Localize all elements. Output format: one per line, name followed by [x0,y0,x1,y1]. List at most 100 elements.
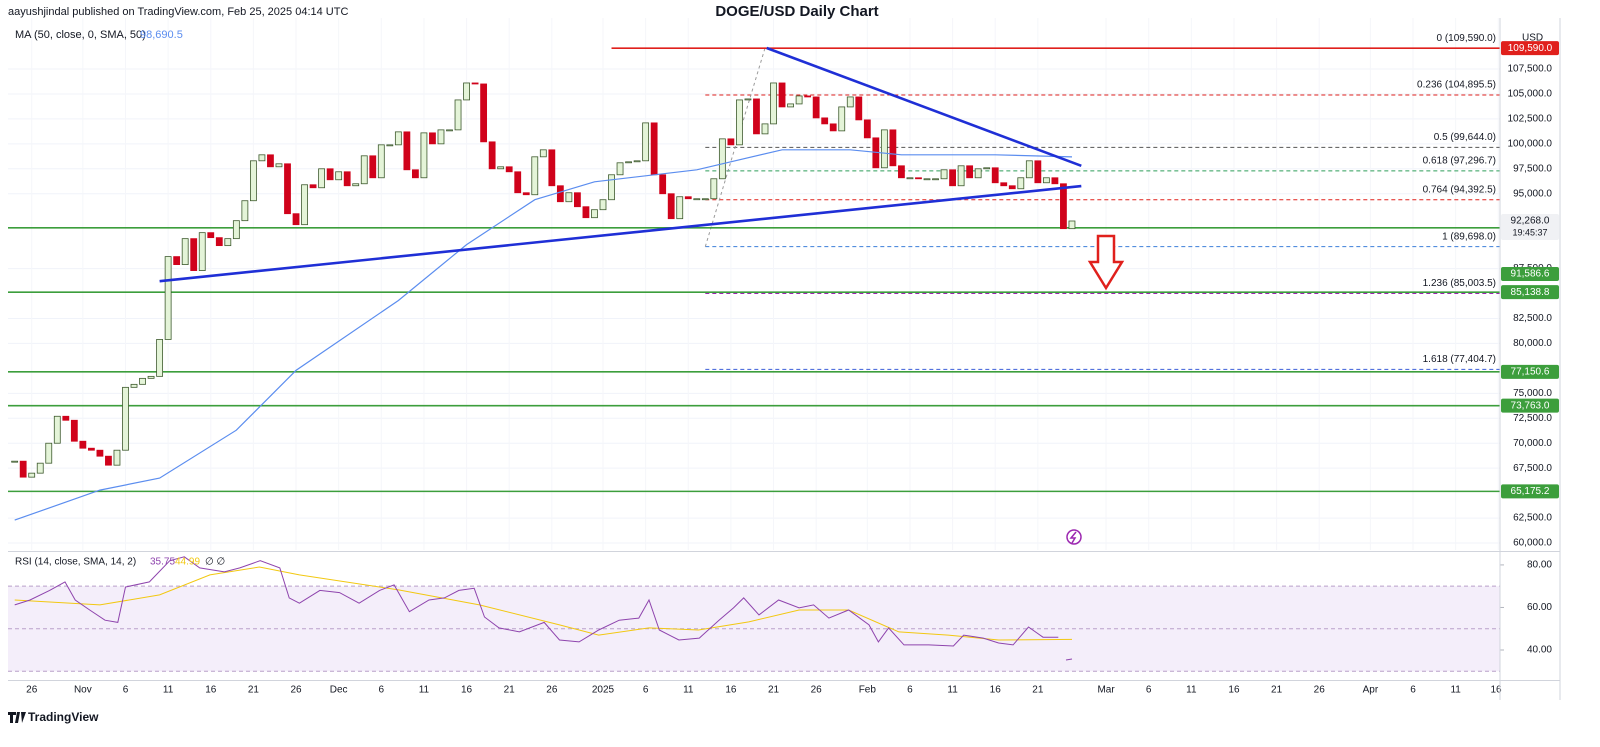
candle [284,163,291,215]
candle [923,178,931,181]
candle [650,122,658,176]
candle [829,123,837,132]
candle [309,184,317,189]
x-tick-label: 16 [725,685,737,696]
candle [693,198,701,201]
candle [676,196,684,220]
level-label-box [1501,364,1559,379]
candle [701,198,709,201]
candle [633,160,641,163]
candle [667,193,675,220]
y-tick-label: 107,500.0 [1508,64,1553,75]
candle [684,196,692,200]
y-tick-label: 67,500.0 [1513,463,1552,474]
candle [505,166,513,173]
x-tick-label: 21 [248,685,260,696]
fib-label: 0.5 (99,644.0) [1434,132,1496,143]
candle [514,171,522,194]
candle [838,106,846,132]
last-price-box [1501,214,1559,241]
x-tick-label: Apr [1363,685,1379,696]
candle [531,156,539,196]
candle [249,160,257,202]
last-price: 92,268.0 [1511,216,1550,227]
candle [147,375,155,379]
candle [463,82,470,101]
x-tick-label: 21 [1032,685,1044,696]
candle [369,155,377,179]
candle [292,213,300,226]
moving-average [14,149,1073,521]
y-tick-label: 95,000.0 [1513,188,1552,199]
x-tick-label: Feb [859,685,877,696]
candle [1060,183,1067,230]
down-arrow [1087,234,1125,291]
x-tick-label: 6 [907,685,913,696]
event-icon-bolt [1069,531,1077,544]
candle [318,168,326,189]
fib-label: 1.618 (77,404.7) [1423,354,1496,365]
x-tick-label: 16 [205,685,217,696]
candle [761,123,769,135]
level-label-box [1501,267,1559,282]
candle [932,178,939,181]
x-tick-label: 2025 [592,685,615,696]
candle [224,238,232,247]
x-tick-label: 11 [683,685,694,696]
candle [326,168,334,181]
candle [744,98,752,101]
candle [1042,177,1050,184]
ma-legend: MA (50, close, 0, SMA, 50) [15,29,146,41]
candle [403,131,411,171]
candle [113,449,121,466]
candle [437,129,445,145]
x-tick-label: 16 [1228,685,1240,696]
candle [11,460,19,463]
event-icon [1066,529,1082,545]
y-tick-label: 60,000.0 [1513,538,1552,549]
candle [949,169,956,187]
candle [53,415,61,444]
candle [991,167,999,184]
candle [906,177,914,180]
candle [96,449,104,457]
chart-title: DOGE/USD Daily Chart [715,3,878,20]
candle [616,162,624,176]
x-tick-label: 21 [768,685,780,696]
candle [565,192,573,203]
level-label: 73,763.0 [1511,400,1550,411]
candle [79,440,87,449]
candle [241,200,249,222]
y-tick-label: 75,000.0 [1513,388,1552,399]
x-tick-label: 6 [1146,685,1152,696]
x-tick-label: 26 [1314,685,1326,696]
candle [207,232,215,239]
candle [232,220,240,240]
level-label: 109,590.0 [1508,43,1553,54]
candle [412,169,419,179]
x-tick-label: 16 [990,685,1002,696]
x-tick-label: 6 [1410,685,1416,696]
candle [1008,185,1016,190]
y-tick-label: 70,000.0 [1513,438,1552,449]
candle [855,96,863,121]
fib-label: 1 (89,698.0) [1442,231,1496,242]
rsi-ma-value: 44.99 [175,557,200,568]
x-tick-label: 16 [1490,685,1502,696]
trendline [766,46,1082,168]
fib-label: 0.618 (97,296.7) [1423,155,1496,166]
candle [582,206,590,219]
axes: 60,000.0 62,500.0 67,500.0 70,000.0 72,500.0… [26,64,1552,696]
level-label-box [1501,484,1559,499]
candle [377,144,385,179]
candle [787,103,794,108]
candle [804,95,812,98]
x-tick-label: 6 [643,685,649,696]
candle [181,238,189,265]
candle [974,168,982,179]
currency: USD [1522,33,1543,44]
candle [122,386,129,451]
candle [710,178,718,200]
candle [915,177,922,180]
candle [139,377,146,385]
